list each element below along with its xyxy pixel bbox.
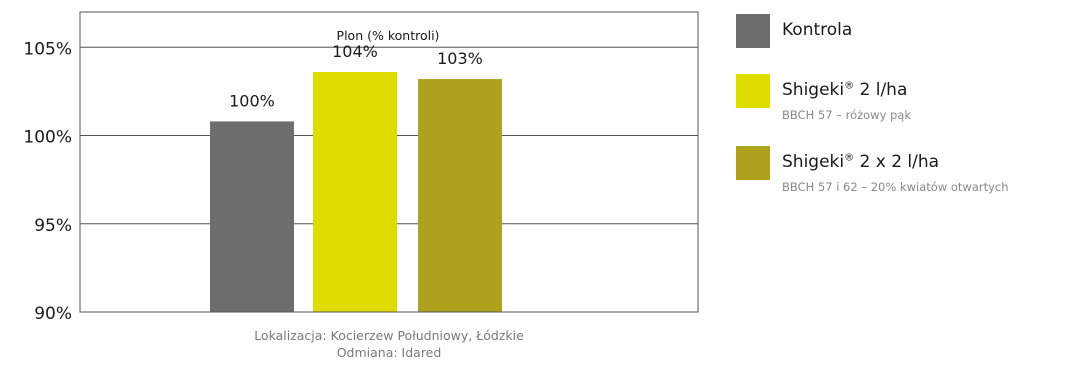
legend-swatch (736, 146, 770, 180)
legend-sublabel: BBCH 57 – różowy pąk (782, 108, 912, 122)
chart-data-labels: 100% 104% 103% (229, 42, 483, 110)
y-axis-ticks: 90% 95% 100% 105% (23, 39, 72, 324)
caption-location: Lokalizacja: Kocierzew Południowy, Łódzk… (254, 328, 524, 343)
bar-data-label: 100% (229, 91, 275, 110)
bar-data-label: 103% (437, 49, 483, 68)
legend-swatch (736, 14, 770, 48)
chart-bars (210, 72, 502, 312)
plot-frame (79, 11, 699, 313)
bar-chart: 100% 104% 103% 90% 95% 100% 105% Plon (% kont… (23, 11, 699, 324)
y-tick-label: 95% (34, 216, 72, 236)
bar (313, 72, 397, 312)
y-tick-label: 100% (23, 128, 72, 148)
legend-label: Shigeki® 2 l/ha (782, 80, 908, 100)
caption-variety: Odmiana: Idared (336, 345, 442, 360)
y-tick-label: 105% (23, 39, 72, 59)
bar-data-label: 104% (332, 42, 378, 61)
bar (210, 121, 294, 312)
legend-label: Shigeki® 2 x 2 l/ha (782, 152, 940, 172)
legend-sublabel: BBCH 57 i 62 – 20% kwiatów otwartych (782, 180, 1009, 194)
legend-swatch (736, 74, 770, 108)
bar (418, 79, 502, 312)
legend-label: Kontrola (782, 20, 853, 40)
chart-title: Plon (% kontroli) (337, 28, 440, 43)
y-tick-label: 90% (34, 304, 72, 324)
